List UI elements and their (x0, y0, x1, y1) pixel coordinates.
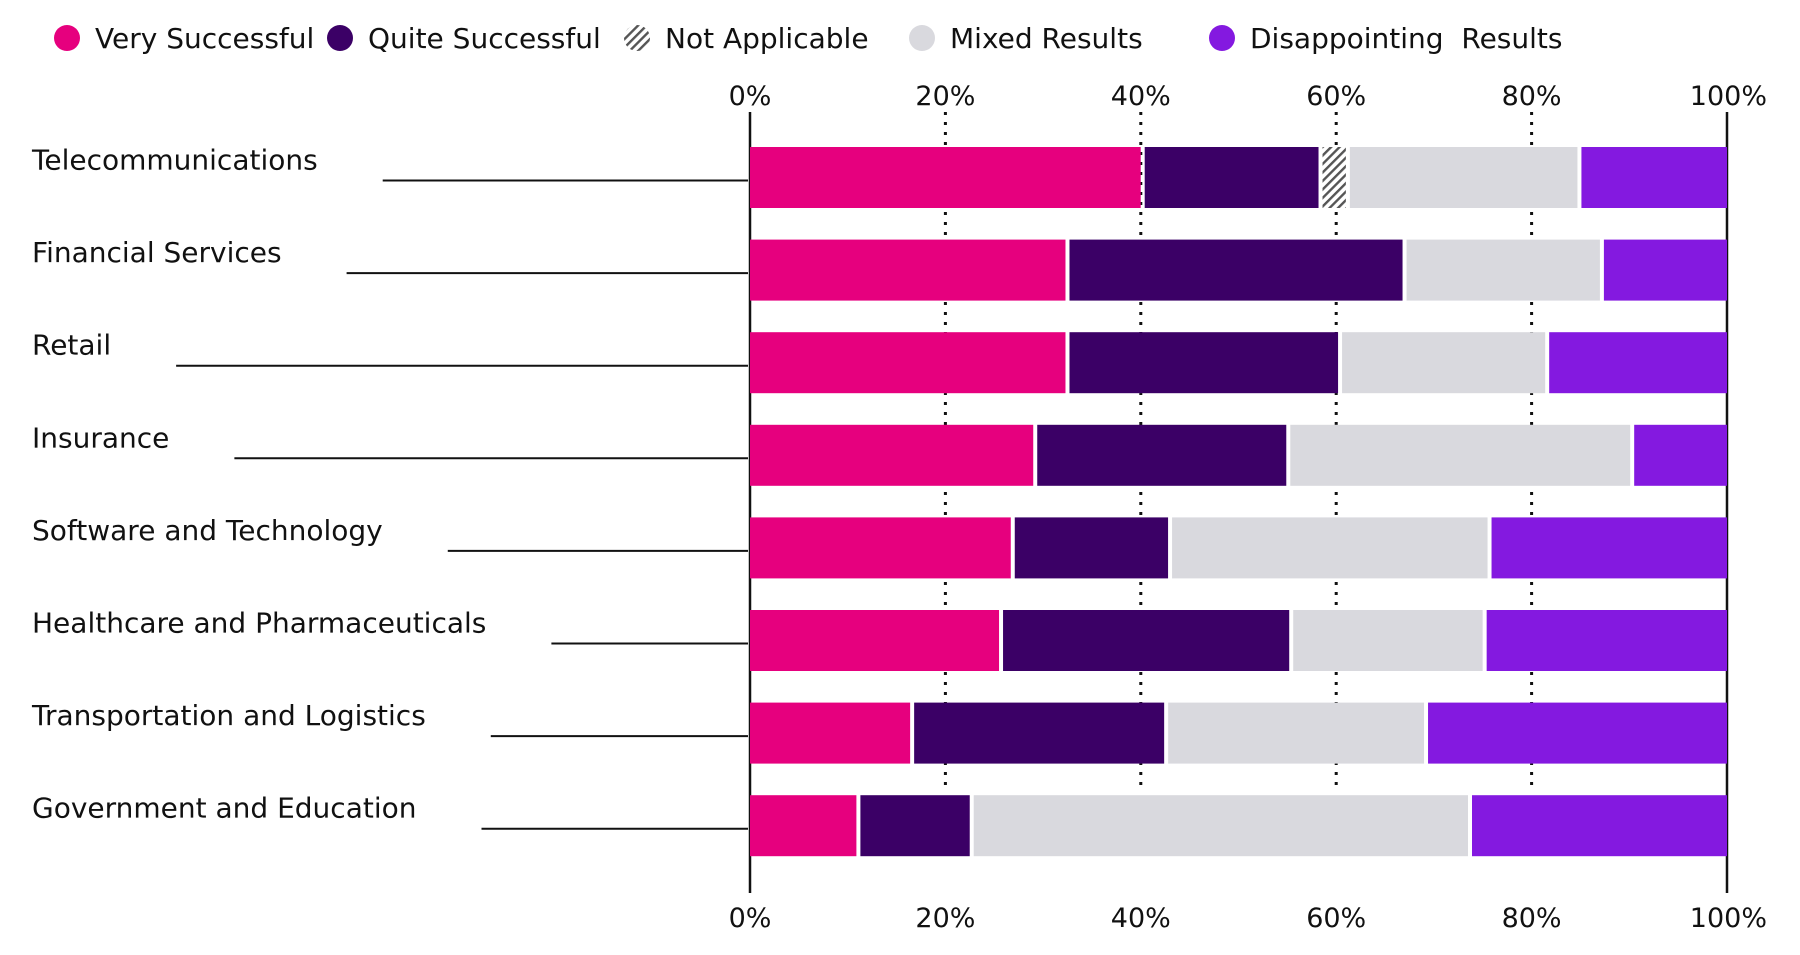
top-tick-label-100: 100% (1690, 81, 1767, 112)
bar-retail-very-successful (750, 332, 1066, 394)
legend-marker-very-successful (54, 25, 80, 51)
bar-transportation-and-logistics-very-successful (750, 702, 911, 764)
bar-insurance-very-successful (750, 424, 1034, 486)
bar-transportation-and-logistics-quite-successful (914, 702, 1165, 764)
category-label-financial-services: Financial Services (32, 236, 282, 269)
bar-government-and-education-very-successful (750, 795, 857, 857)
bottom-tick-label-80: 80% (1502, 903, 1562, 934)
bar-telecommunications-disappointing-results (1581, 147, 1727, 208)
bar-retail-mixed-results (1342, 332, 1546, 394)
bar-telecommunications-very-successful (750, 147, 1141, 208)
category-label-government-and-education: Government and Education (32, 792, 417, 825)
bar-financial-services-very-successful (750, 239, 1066, 301)
bar-government-and-education-quite-successful (860, 795, 970, 857)
bottom-tick-label-0: 0% (729, 903, 772, 934)
bar-transportation-and-logistics-mixed-results (1168, 702, 1425, 764)
legend-label-not-applicable: Not Applicable (665, 22, 869, 55)
bar-financial-services-disappointing-results (1603, 239, 1727, 301)
top-tick-label-60: 60% (1306, 81, 1366, 112)
bar-telecommunications-quite-successful (1144, 147, 1319, 208)
legend-label-quite-successful: Quite Successful (368, 22, 601, 55)
legend-label-disappointing-results: Disappointing Results (1250, 22, 1562, 55)
bottom-tick-label-100: 100% (1690, 903, 1767, 934)
legend-marker-quite-successful (327, 25, 353, 51)
bar-insurance-disappointing-results (1634, 424, 1727, 486)
top-tick-label-80: 80% (1502, 81, 1562, 112)
bar-telecommunications-not-applicable (1322, 147, 1346, 208)
category-label-retail: Retail (32, 329, 111, 362)
category-labels: Telecommunications Financial Services Reta… (31, 144, 748, 830)
category-label-healthcare-and-pharmaceuticals: Healthcare and Pharmaceuticals (32, 607, 486, 640)
bar-healthcare-and-pharmaceuticals-very-successful (750, 610, 1000, 671)
bars (750, 147, 1727, 857)
top-tick-label-20: 20% (915, 81, 975, 112)
category-label-software-and-technology: Software and Technology (32, 514, 383, 547)
bar-healthcare-and-pharmaceuticals-quite-successful (1003, 610, 1290, 671)
bar-insurance-quite-successful (1037, 424, 1287, 486)
legend: Very Successful Quite Successful Not Appli… (54, 22, 1562, 55)
bar-government-and-education-disappointing-results (1472, 795, 1727, 857)
legend-marker-not-applicable (624, 25, 650, 51)
bar-insurance-mixed-results (1290, 424, 1631, 486)
bar-financial-services-quite-successful (1069, 239, 1403, 301)
bar-government-and-education-mixed-results (973, 795, 1469, 857)
legend-marker-disappointing-results (1209, 25, 1235, 51)
bar-transportation-and-logistics-disappointing-results (1428, 702, 1727, 764)
legend-label-very-successful: Very Successful (95, 22, 314, 55)
gridlines (943, 112, 1534, 790)
legend-marker-mixed-results (909, 25, 935, 51)
category-label-insurance: Insurance (32, 421, 169, 454)
top-tick-label-40: 40% (1111, 81, 1171, 112)
bar-software-and-technology-quite-successful (1014, 517, 1169, 579)
bottom-tick-label-60: 60% (1306, 903, 1366, 934)
top-axis: 0% 20% 40% 60% 80% 100% (729, 81, 1767, 112)
bar-software-and-technology-mixed-results (1172, 517, 1488, 579)
bottom-tick-label-40: 40% (1111, 903, 1171, 934)
bar-retail-quite-successful (1069, 332, 1339, 394)
category-label-telecommunications: Telecommunications (31, 144, 318, 177)
bottom-tick-label-20: 20% (915, 903, 975, 934)
bar-healthcare-and-pharmaceuticals-disappointing-results (1486, 610, 1727, 671)
bar-retail-disappointing-results (1549, 332, 1727, 394)
legend-label-mixed-results: Mixed Results (950, 22, 1143, 55)
bar-telecommunications-mixed-results (1349, 147, 1578, 208)
bar-healthcare-and-pharmaceuticals-mixed-results (1293, 610, 1483, 671)
top-tick-label-0: 0% (729, 81, 772, 112)
bar-software-and-technology-disappointing-results (1491, 517, 1727, 579)
category-label-transportation-and-logistics: Transportation and Logistics (31, 699, 426, 732)
bar-financial-services-mixed-results (1406, 239, 1600, 301)
bar-software-and-technology-very-successful (750, 517, 1011, 579)
